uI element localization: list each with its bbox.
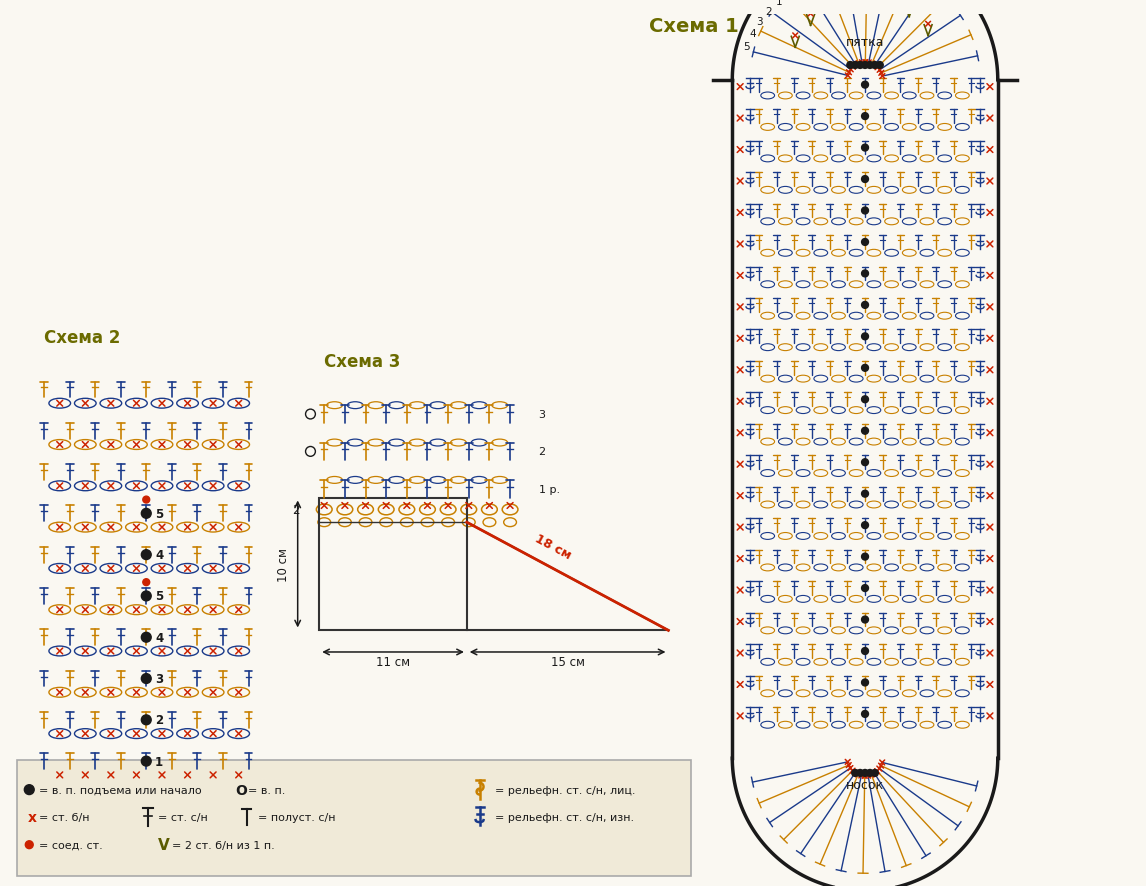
Text: 5: 5 xyxy=(155,590,164,602)
Circle shape xyxy=(862,711,869,718)
Text: = в. п. подъема или начало: = в. п. подъема или начало xyxy=(39,785,202,795)
Text: 2: 2 xyxy=(292,504,299,517)
Text: Схема 3: Схема 3 xyxy=(324,353,401,370)
Text: Схема 1: Схема 1 xyxy=(649,17,738,35)
Circle shape xyxy=(862,176,869,183)
Circle shape xyxy=(871,770,878,776)
Circle shape xyxy=(141,509,151,518)
Circle shape xyxy=(862,208,869,214)
Text: 5: 5 xyxy=(155,508,164,520)
Circle shape xyxy=(871,63,878,69)
Text: = рельефн. ст. с/н, изн.: = рельефн. ст. с/н, изн. xyxy=(495,812,635,822)
Circle shape xyxy=(866,770,873,776)
Text: 3: 3 xyxy=(539,409,545,420)
Text: = 2 ст. б/н из 1 п.: = 2 ст. б/н из 1 п. xyxy=(172,840,275,850)
Bar xyxy=(17,760,691,876)
Text: 4: 4 xyxy=(155,548,164,562)
Text: 2: 2 xyxy=(539,447,545,457)
Text: = ст. б/н: = ст. б/н xyxy=(39,812,89,822)
Circle shape xyxy=(862,680,869,686)
Circle shape xyxy=(862,648,869,655)
Text: = ст. с/н: = ст. с/н xyxy=(158,812,207,822)
Text: O: O xyxy=(236,782,248,797)
Circle shape xyxy=(862,113,869,120)
Text: x: x xyxy=(28,811,37,824)
Text: 1: 1 xyxy=(776,0,783,7)
Circle shape xyxy=(862,365,869,372)
Circle shape xyxy=(862,459,869,466)
Circle shape xyxy=(862,239,869,246)
Circle shape xyxy=(857,770,864,776)
Text: 3: 3 xyxy=(155,672,163,685)
Text: V: V xyxy=(158,837,170,852)
Circle shape xyxy=(25,841,33,849)
Text: 15 см: 15 см xyxy=(550,655,584,668)
Circle shape xyxy=(866,63,873,69)
Text: 4: 4 xyxy=(749,29,756,39)
Circle shape xyxy=(862,302,869,309)
Text: 18 см: 18 см xyxy=(533,532,573,562)
Text: 1: 1 xyxy=(155,755,163,768)
Text: 2: 2 xyxy=(766,6,772,17)
Circle shape xyxy=(862,333,869,340)
Circle shape xyxy=(862,145,869,152)
Circle shape xyxy=(141,633,151,642)
Circle shape xyxy=(141,674,151,684)
Text: = соед. ст.: = соед. ст. xyxy=(39,840,103,850)
Circle shape xyxy=(851,770,858,776)
Circle shape xyxy=(862,63,869,69)
Text: 1 р.: 1 р. xyxy=(539,485,559,494)
Text: = рельефн. ст. с/н, лиц.: = рельефн. ст. с/н, лиц. xyxy=(495,785,636,795)
Text: 10 см: 10 см xyxy=(277,548,290,581)
Circle shape xyxy=(851,63,858,69)
Circle shape xyxy=(862,491,869,498)
Circle shape xyxy=(141,757,151,766)
Circle shape xyxy=(141,591,151,602)
Text: = полуст. с/н: = полуст. с/н xyxy=(258,812,336,822)
Text: 5: 5 xyxy=(744,42,751,51)
Circle shape xyxy=(141,715,151,725)
Text: носок: носок xyxy=(846,778,884,791)
Circle shape xyxy=(877,63,884,69)
Text: 11 см: 11 см xyxy=(376,655,410,668)
Circle shape xyxy=(862,585,869,592)
Circle shape xyxy=(847,63,854,69)
Circle shape xyxy=(143,579,150,586)
Text: 4: 4 xyxy=(155,631,164,644)
Circle shape xyxy=(862,396,869,403)
Circle shape xyxy=(857,63,864,69)
Circle shape xyxy=(862,554,869,561)
Circle shape xyxy=(862,82,869,89)
Circle shape xyxy=(862,522,869,529)
Bar xyxy=(320,498,466,631)
Text: пятка: пятка xyxy=(846,36,885,50)
Text: Схема 2: Схема 2 xyxy=(44,329,120,346)
Circle shape xyxy=(143,496,150,503)
Circle shape xyxy=(862,617,869,623)
Circle shape xyxy=(24,785,34,795)
Circle shape xyxy=(862,770,869,776)
Circle shape xyxy=(862,271,869,277)
Circle shape xyxy=(862,428,869,435)
Text: 3: 3 xyxy=(756,17,763,27)
Circle shape xyxy=(141,550,151,560)
Text: = в. п.: = в. п. xyxy=(248,785,285,795)
Text: 2: 2 xyxy=(155,713,163,727)
